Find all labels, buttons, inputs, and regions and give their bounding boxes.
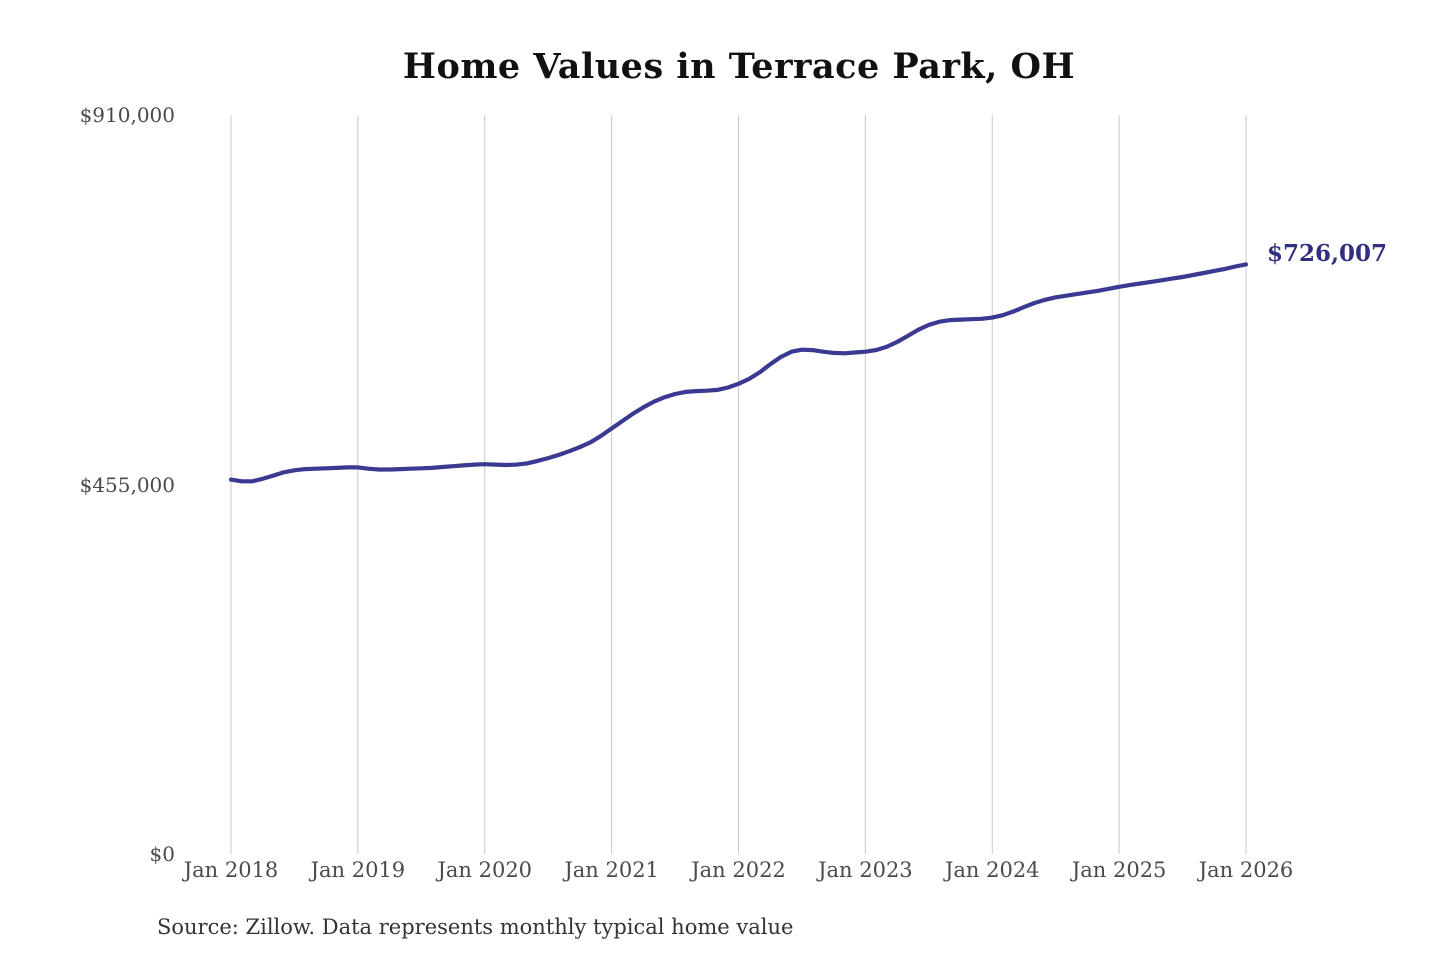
source-note: Source: Zillow. Data represents monthly … (157, 915, 794, 939)
x-axis-label: Jan 2022 (691, 858, 786, 882)
y-axis-label: $0 (149, 842, 175, 866)
y-axis-label: $455,000 (79, 472, 175, 497)
x-axis-label: Jan 2025 (1071, 858, 1167, 882)
x-axis-label: Jan 2021 (564, 858, 659, 882)
x-axis-label: Jan 2018 (183, 858, 279, 882)
x-axis-label: Jan 2020 (437, 858, 533, 882)
home-value-line (228, 262, 1249, 484)
x-axis-label: Jan 2024 (944, 858, 1040, 882)
y-axis-label: $910,000 (79, 103, 175, 127)
chart-title: Home Values in Terrace Park, OH (402, 46, 1076, 87)
latest-value-label: $726,007 (1267, 240, 1388, 268)
x-axis-label: Jan 2023 (818, 858, 913, 882)
x-axis-label: Jan 2019 (310, 858, 406, 882)
x-axis-label: Jan 2026 (1198, 858, 1294, 882)
